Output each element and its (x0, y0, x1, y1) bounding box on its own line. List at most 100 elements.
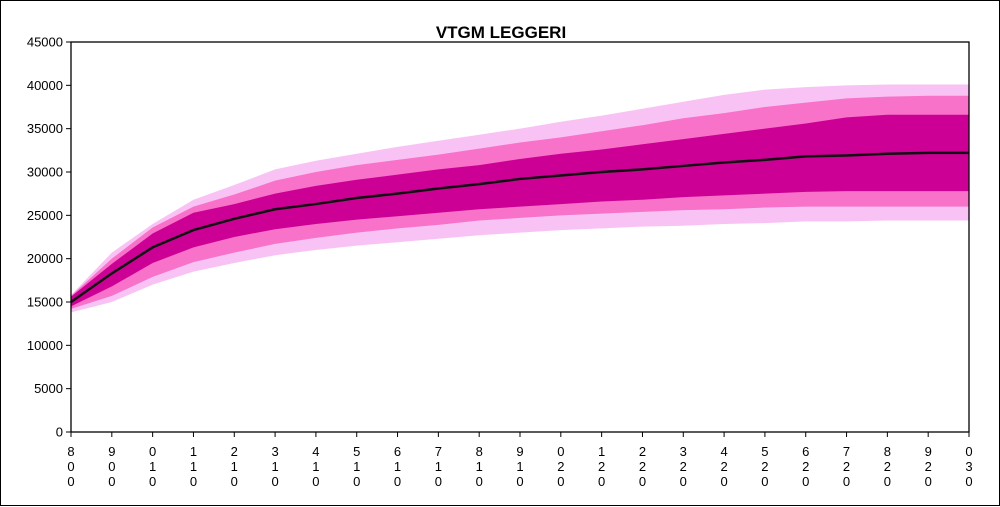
x-tick-digit: 6 (394, 444, 401, 459)
x-tick-digit: 0 (802, 474, 809, 489)
x-tick-digit: 8 (476, 444, 483, 459)
x-tick-digit: 0 (108, 459, 115, 474)
x-tick-label: 2030 (955, 1, 984, 4)
x-tick-digit: 2 (843, 459, 850, 474)
x-tick-digit: 2 (639, 459, 646, 474)
x-tick-digit: 7 (435, 444, 442, 459)
x-tick-label: 2016 (383, 1, 412, 4)
x-tick-digit: 1 (231, 459, 238, 474)
x-tick-label: 2017 (424, 1, 453, 4)
x-tick-digit: 1 (516, 459, 523, 474)
x-tick-digit: 2 (802, 459, 809, 474)
x-tick-digit: 2 (761, 459, 768, 474)
x-tick-label: 2010 (138, 1, 167, 4)
x-tick-digit: 0 (965, 474, 972, 489)
x-tick-digit: 0 (149, 444, 156, 459)
x-tick-digit: 1 (598, 444, 605, 459)
x-tick-digit: 0 (680, 474, 687, 489)
x-tick-label: 2026 (791, 1, 820, 4)
x-tick-digit: 2 (680, 459, 687, 474)
x-tick-label: 2024 (710, 1, 739, 4)
x-tick-label: 2021 (587, 1, 616, 4)
x-tick-digit: 0 (925, 474, 932, 489)
x-tick-label: 2027 (832, 1, 861, 4)
y-tick-label: 15000 (27, 295, 63, 310)
y-tick-label: 10000 (27, 338, 63, 353)
fan-bands (71, 84, 969, 312)
x-tick-digit: 1 (353, 459, 360, 474)
x-tick-digit: 5 (761, 444, 768, 459)
x-tick-digit: 2 (231, 444, 238, 459)
x-tick-digit: 2 (720, 459, 727, 474)
x-tick-digit: 1 (394, 459, 401, 474)
x-tick-digit: 0 (557, 474, 564, 489)
x-tick-digit: 1 (476, 459, 483, 474)
x-tick-digit: 0 (271, 474, 278, 489)
x-tick-digit: 0 (843, 474, 850, 489)
x-tick-digit: 0 (720, 474, 727, 489)
chart-title: VTGM LEGGERI (436, 23, 566, 42)
x-tick-digit: 0 (476, 474, 483, 489)
x-tick-digit: 4 (312, 444, 319, 459)
x-tick-digit: 0 (598, 474, 605, 489)
x-tick-digit: 9 (925, 444, 932, 459)
x-tick-digit: 9 (516, 444, 523, 459)
y-tick-label: 0 (56, 425, 63, 440)
x-tick-digit: 2 (884, 459, 891, 474)
x-tick-digit: 1 (149, 459, 156, 474)
x-tick-digit: 0 (557, 444, 564, 459)
x-tick-digit: 0 (884, 474, 891, 489)
x-tick-label: 2029 (914, 1, 943, 4)
x-tick-label: 2025 (750, 1, 779, 4)
x-tick-digit: 0 (435, 474, 442, 489)
x-tick-digit: 0 (761, 474, 768, 489)
x-tick-digit: 1 (271, 459, 278, 474)
x-tick-label: 2020 (546, 1, 575, 4)
x-tick-digit: 8 (884, 444, 891, 459)
x-tick-digit: 0 (639, 474, 646, 489)
x-tick-digit: 0 (394, 474, 401, 489)
x-tick-digit: 6 (802, 444, 809, 459)
x-tick-digit: 0 (190, 474, 197, 489)
x-tick-digit: 1 (312, 459, 319, 474)
y-tick-label: 20000 (27, 251, 63, 266)
x-tick-digit: 0 (353, 474, 360, 489)
y-tick-label: 45000 (27, 35, 63, 50)
x-tick-label: 2018 (465, 1, 494, 4)
x-tick-digit: 0 (67, 459, 74, 474)
x-tick-digit: 9 (108, 444, 115, 459)
x-tick-digit: 0 (312, 474, 319, 489)
x-tick-digit: 0 (231, 474, 238, 489)
y-tick-label: 35000 (27, 121, 63, 136)
x-tick-digit: 2 (925, 459, 932, 474)
y-tick-label: 25000 (27, 208, 63, 223)
x-tick-label: 2028 (873, 1, 902, 4)
x-tick-digit: 8 (67, 444, 74, 459)
x-tick-digit: 1 (435, 459, 442, 474)
x-tick-digit: 2 (639, 444, 646, 459)
x-tick-digit: 3 (965, 459, 972, 474)
x-tick-label: 2014 (301, 1, 330, 4)
y-tick-label: 40000 (27, 78, 63, 93)
y-tick-label: 5000 (34, 381, 63, 396)
x-tick-label: 2013 (261, 1, 290, 4)
x-tick-digit: 3 (271, 444, 278, 459)
y-tick-label: 30000 (27, 165, 63, 180)
x-tick-digit: 1 (190, 444, 197, 459)
x-tick-digit: 2 (598, 459, 605, 474)
x-tick-digit: 3 (680, 444, 687, 459)
x-tick-label: 2011 (179, 1, 207, 4)
x-tick-digit: 7 (843, 444, 850, 459)
x-tick-digit: 0 (516, 474, 523, 489)
x-tick-digit: 1 (190, 459, 197, 474)
x-tick-digit: 0 (67, 474, 74, 489)
x-tick-label: 2019 (506, 1, 535, 4)
x-tick-digit: 0 (149, 474, 156, 489)
x-tick-label: 2023 (669, 1, 698, 4)
x-tick-digit: 0 (108, 474, 115, 489)
y-axis-ticks: 0 5000 10000 15000 20000 25000 30000 35000 40000… (27, 35, 71, 440)
x-tick-label: 2009 (97, 1, 126, 4)
